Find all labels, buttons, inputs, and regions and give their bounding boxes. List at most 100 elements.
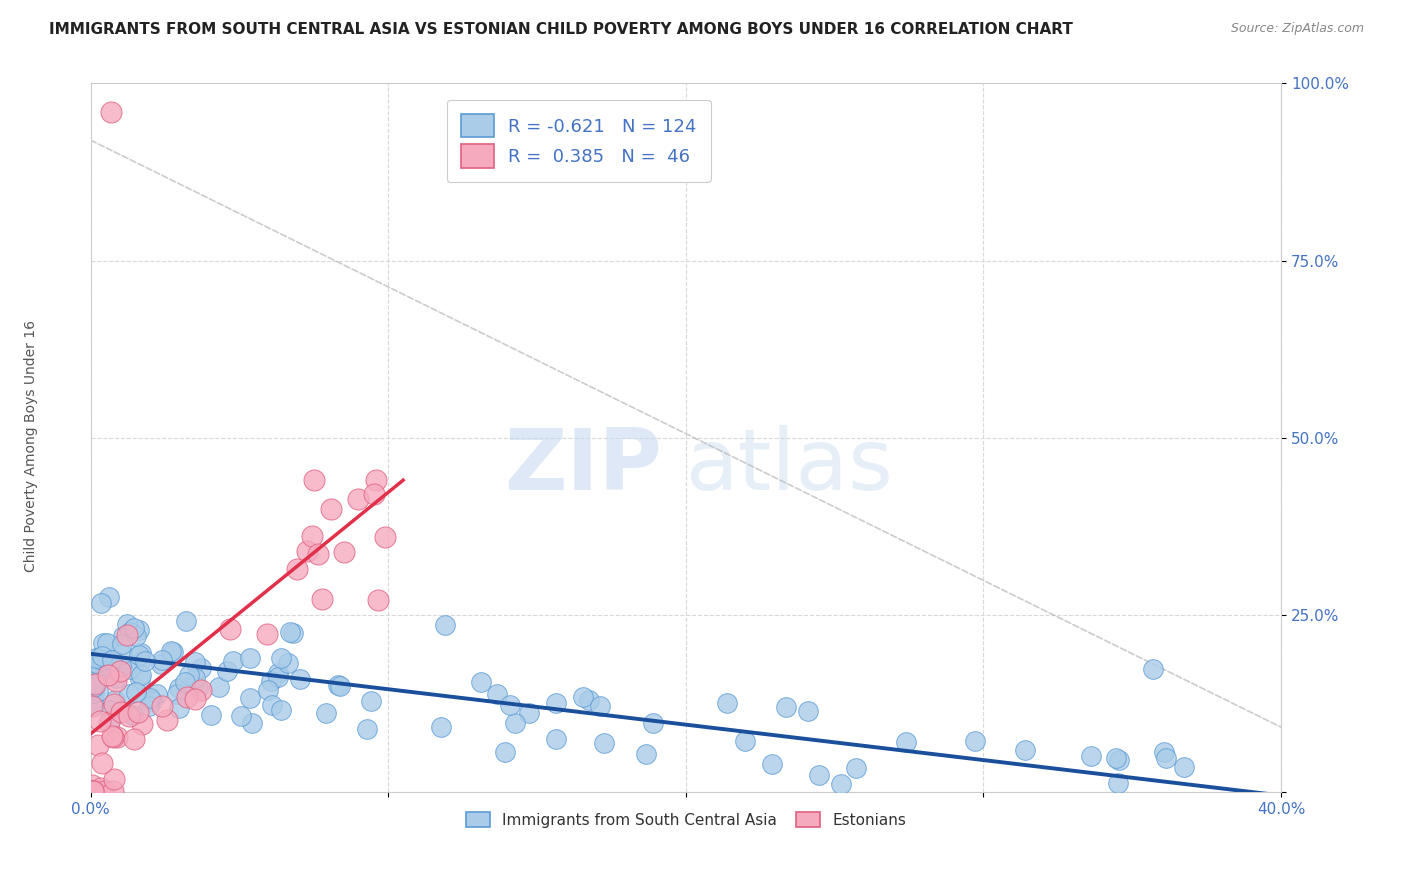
Point	[134, 654, 156, 668]
Point	[87, 649, 110, 664]
Point	[90, 653, 112, 667]
Point	[118, 687, 141, 701]
Point	[82, 698, 104, 713]
Point	[125, 685, 148, 699]
Point	[122, 621, 145, 635]
Point	[578, 693, 600, 707]
Point	[98, 714, 121, 728]
Point	[138, 698, 160, 713]
Point	[367, 593, 389, 607]
Point	[166, 687, 188, 701]
Point	[104, 671, 127, 685]
Point	[1108, 753, 1130, 767]
Point	[128, 648, 150, 662]
Point	[110, 637, 132, 651]
Point	[208, 681, 231, 695]
Point	[546, 731, 568, 746]
Point	[156, 713, 179, 727]
Point	[290, 672, 312, 686]
Point	[270, 650, 292, 665]
Point	[131, 668, 153, 682]
Point	[84, 651, 107, 665]
Point	[470, 675, 492, 690]
Point	[200, 707, 222, 722]
Point	[90, 780, 112, 795]
Point	[184, 691, 207, 706]
Point	[366, 474, 388, 488]
Point	[319, 501, 342, 516]
Point	[138, 691, 160, 706]
Point	[167, 681, 190, 696]
Point	[894, 734, 917, 748]
Point	[270, 703, 292, 717]
Point	[83, 686, 105, 700]
Point	[115, 628, 138, 642]
Point	[91, 648, 114, 663]
Text: atlas: atlas	[686, 425, 894, 508]
Point	[83, 680, 105, 694]
Point	[98, 715, 121, 730]
Point	[110, 659, 132, 673]
Point	[641, 716, 664, 731]
Point	[89, 658, 111, 673]
Point	[83, 662, 105, 676]
Point	[82, 783, 104, 797]
Point	[101, 731, 124, 745]
Point	[128, 673, 150, 687]
Point	[167, 700, 190, 714]
Point	[129, 646, 152, 660]
Point	[307, 547, 329, 561]
Point	[430, 720, 453, 734]
Point	[97, 667, 120, 681]
Point	[295, 544, 318, 558]
Point	[159, 644, 181, 658]
Legend: Immigrants from South Central Asia, Estonians: Immigrants from South Central Asia, Esto…	[460, 805, 912, 834]
Point	[517, 706, 540, 721]
Point	[103, 697, 125, 711]
Point	[176, 690, 198, 704]
Point	[1142, 662, 1164, 676]
Point	[105, 730, 128, 744]
Point	[90, 661, 112, 675]
Point	[105, 674, 128, 689]
Point	[634, 747, 657, 762]
Point	[797, 704, 820, 718]
Point	[217, 664, 239, 678]
Point	[433, 618, 456, 632]
Point	[593, 736, 616, 750]
Point	[83, 698, 105, 712]
Point	[1173, 760, 1195, 774]
Point	[120, 663, 142, 677]
Point	[174, 675, 197, 690]
Point	[301, 529, 323, 543]
Point	[82, 783, 104, 797]
Point	[572, 690, 595, 704]
Point	[363, 487, 385, 501]
Point	[326, 678, 349, 692]
Point	[190, 682, 212, 697]
Point	[104, 693, 127, 707]
Point	[499, 698, 522, 712]
Point	[262, 698, 284, 713]
Point	[329, 679, 352, 693]
Point	[775, 699, 797, 714]
Point	[98, 660, 121, 674]
Point	[1014, 743, 1036, 757]
Point	[333, 544, 356, 558]
Point	[150, 698, 173, 713]
Point	[101, 729, 124, 743]
Point	[100, 653, 122, 667]
Text: IMMIGRANTS FROM SOUTH CENTRAL ASIA VS ESTONIAN CHILD POVERTY AMONG BOYS UNDER 16: IMMIGRANTS FROM SOUTH CENTRAL ASIA VS ES…	[49, 22, 1073, 37]
Point	[229, 708, 252, 723]
Point	[716, 696, 738, 710]
Point	[486, 687, 509, 701]
Point	[122, 707, 145, 722]
Point	[98, 703, 121, 717]
Point	[87, 738, 110, 752]
Point	[83, 677, 105, 691]
Point	[111, 648, 134, 662]
Point	[281, 626, 304, 640]
Point	[374, 530, 396, 544]
Point	[1153, 745, 1175, 759]
Point	[150, 653, 173, 667]
